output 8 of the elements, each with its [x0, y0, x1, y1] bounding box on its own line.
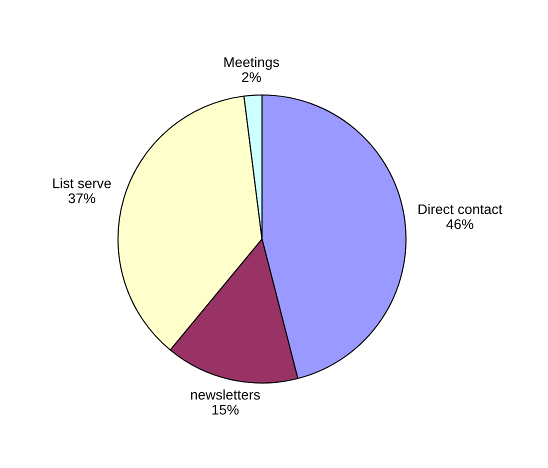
slice-label: Meetings: [224, 56, 280, 70]
data-label: 15%: [212, 404, 239, 415]
data-label: 46%: [446, 219, 474, 230]
slice-label: newsletters: [191, 389, 260, 400]
data-label: 2%: [242, 72, 261, 82]
data-label: 37%: [68, 193, 96, 204]
slice-label: List serve: [53, 178, 111, 188]
slice-label: Direct contact: [418, 204, 502, 214]
